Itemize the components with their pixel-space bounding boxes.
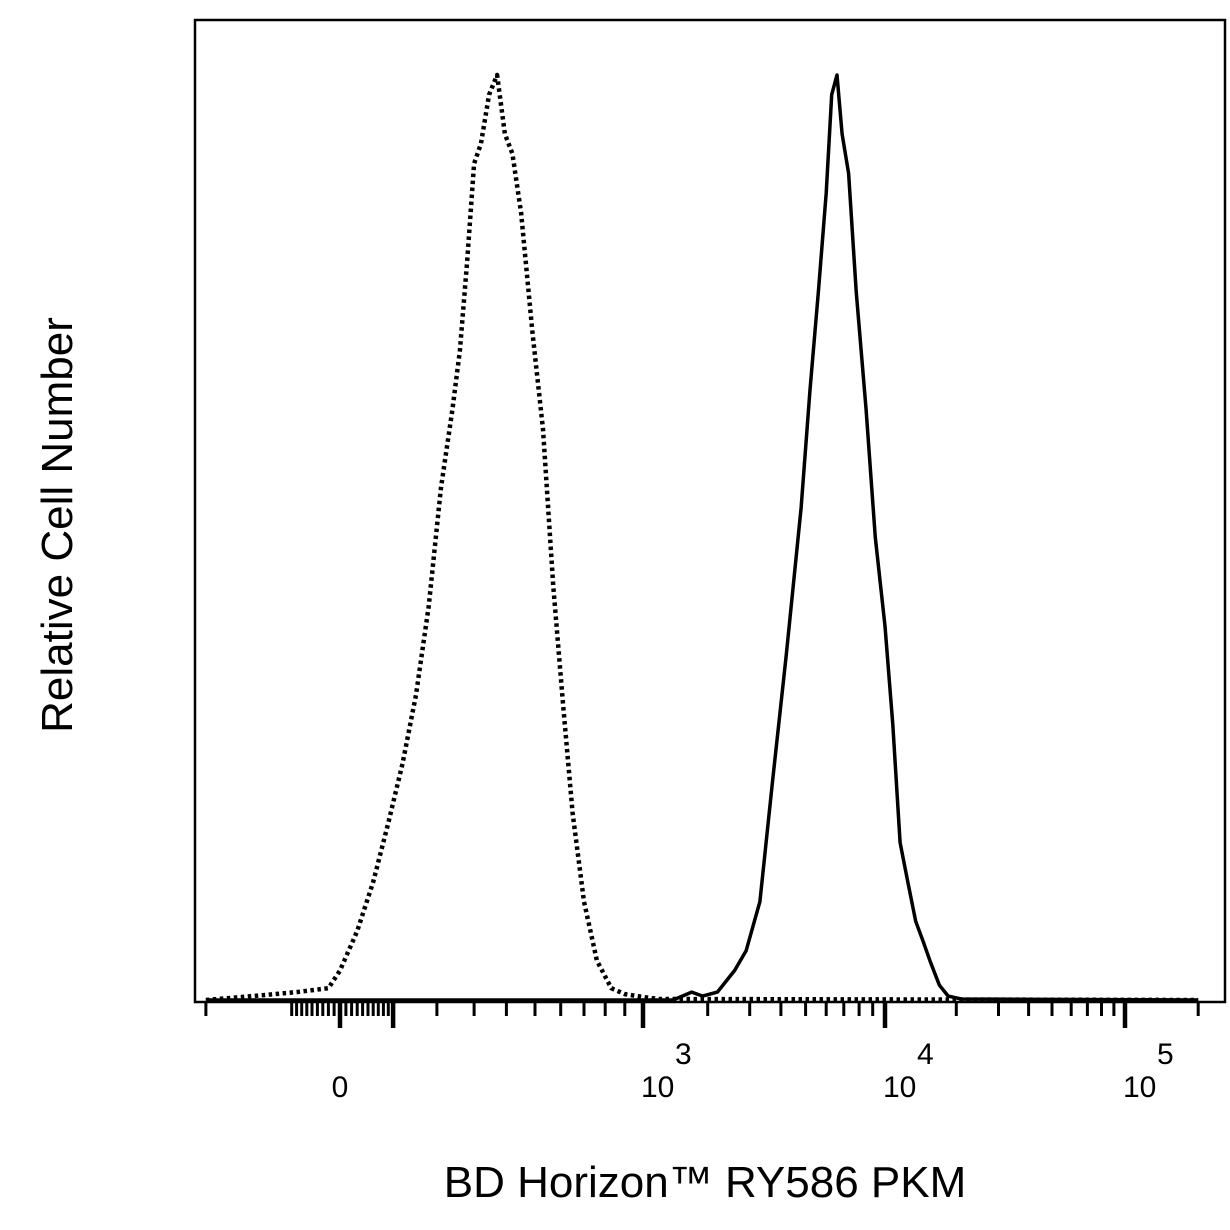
y-axis-title: Relative Cell Number (33, 317, 82, 733)
plot-frame (193, 18, 1227, 1004)
x-tick-label: 10 (883, 1071, 916, 1104)
x-axis-ticks (204, 1002, 1200, 1028)
series-line-dotted (205, 72, 1199, 1003)
x-tick-label: 10 (1123, 1071, 1156, 1104)
x-axis-title: BD Horizon™ RY586 PKM (444, 1158, 967, 1207)
x-tick-label-exponent: 5 (1157, 1038, 1174, 1071)
x-tick-label: 10 (641, 1071, 674, 1104)
series-layer (205, 72, 1199, 1003)
series-line-solid (205, 73, 1199, 1002)
x-tick-label-exponent: 3 (675, 1038, 692, 1071)
x-tick-label-exponent: 4 (917, 1038, 934, 1071)
x-tick-label: 0 (332, 1071, 349, 1104)
